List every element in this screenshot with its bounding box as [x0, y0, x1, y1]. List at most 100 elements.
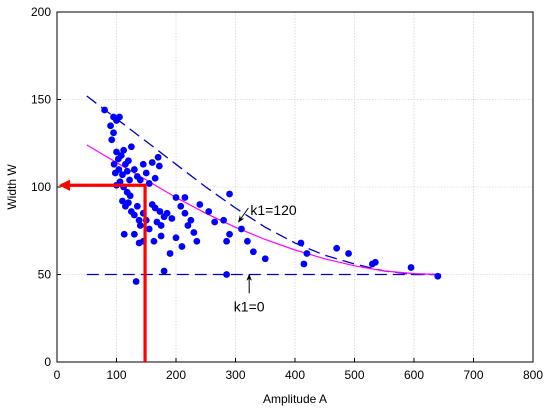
data-point: [119, 171, 126, 179]
data-point: [107, 122, 114, 130]
annotation-layer: k1=120 k1=0: [234, 202, 297, 314]
data-point: [150, 237, 158, 245]
grid: [57, 12, 533, 362]
data-point: [177, 202, 185, 210]
data-point: [172, 194, 180, 201]
data-point: [123, 167, 131, 175]
fit-curve: [86, 144, 441, 276]
y-ticks: 0 50 100 150 200: [31, 5, 61, 369]
x-tick-label: 700: [463, 368, 483, 382]
data-point: [116, 178, 124, 186]
data-point: [333, 244, 341, 252]
data-point: [434, 272, 442, 280]
data-point: [126, 192, 134, 200]
data-point: [156, 208, 164, 215]
data-point: [113, 148, 120, 156]
data-point: [154, 153, 162, 161]
x-tick-label: 600: [404, 368, 424, 382]
data-point: [168, 215, 176, 222]
data-point: [136, 222, 144, 229]
data-point: [101, 106, 108, 114]
data-point: [151, 204, 159, 212]
data-point: [124, 157, 132, 165]
data-point: [184, 222, 192, 229]
data-point: [130, 230, 138, 238]
x-tick-label: 100: [106, 368, 126, 382]
data-point: [226, 230, 233, 238]
x-ticks: 0 100 200 300 400 500 600 700 800: [54, 358, 543, 382]
data-point: [108, 136, 116, 144]
x-tick-label: 800: [523, 368, 543, 382]
data-point: [244, 237, 251, 245]
data-point: [220, 216, 228, 224]
y-tick-label: 200: [31, 5, 51, 19]
data-point: [300, 260, 308, 268]
data-point: [211, 218, 219, 226]
annotation-label: k1=120: [250, 202, 297, 218]
data-point: [133, 202, 141, 210]
data-point: [223, 271, 230, 278]
y-tick-label: 100: [31, 180, 51, 194]
data-point: [157, 232, 165, 240]
data-point: [371, 258, 379, 266]
data-point: [205, 208, 213, 215]
y-tick-label: 150: [31, 93, 51, 107]
y-axis-label: Width W: [5, 164, 19, 210]
data-point: [110, 160, 118, 168]
data-point: [187, 216, 195, 224]
x-tick-label: 400: [285, 368, 305, 382]
data-point: [116, 113, 123, 121]
annotation-arrow: [238, 207, 249, 223]
data-point: [223, 237, 230, 245]
data-point: [181, 209, 189, 217]
x-axis-label: Amplitude A: [263, 392, 327, 406]
x-tick-label: 200: [166, 368, 186, 382]
data-point: [120, 146, 128, 154]
data-point: [155, 162, 163, 170]
y-tick-label: 0: [44, 355, 51, 369]
data-point: [238, 225, 245, 233]
data-point: [136, 176, 144, 184]
data-point: [249, 248, 257, 256]
data-point: [127, 143, 135, 151]
data-point: [151, 174, 159, 182]
data-point: [196, 201, 204, 208]
data-point: [119, 197, 126, 205]
data-point: [145, 180, 153, 187]
data-point: [178, 243, 186, 250]
data-point: [181, 194, 189, 201]
data-point: [142, 169, 150, 177]
data-point: [124, 199, 132, 207]
data-point: [193, 237, 201, 245]
data-point: [190, 229, 198, 236]
data-point: [110, 129, 117, 137]
data-point: [345, 250, 352, 257]
data-point: [145, 225, 153, 233]
data-point: [163, 209, 171, 217]
x-tick-label: 500: [344, 368, 364, 382]
series-layer: [58, 95, 442, 362]
data-point: [117, 152, 125, 159]
data-point: [172, 234, 180, 242]
data-point: [130, 166, 138, 173]
data-point: [407, 264, 415, 271]
data-point: [297, 239, 305, 247]
red-arrow-path: [58, 179, 147, 362]
data-point: [120, 230, 128, 238]
data-point: [226, 190, 233, 198]
x-tick-label: 300: [225, 368, 245, 382]
data-point: [126, 176, 133, 184]
data-point: [303, 250, 311, 257]
data-point: [139, 160, 147, 168]
data-point: [160, 267, 168, 275]
data-point: [166, 250, 174, 257]
data-point: [261, 255, 269, 263]
data-point: [157, 222, 165, 229]
annotation-label: k1=0: [234, 298, 265, 314]
data-point: [135, 216, 143, 224]
data-point: [130, 211, 138, 219]
data-point: [148, 159, 156, 166]
y-tick-label: 50: [38, 268, 52, 282]
data-point: [115, 166, 123, 173]
